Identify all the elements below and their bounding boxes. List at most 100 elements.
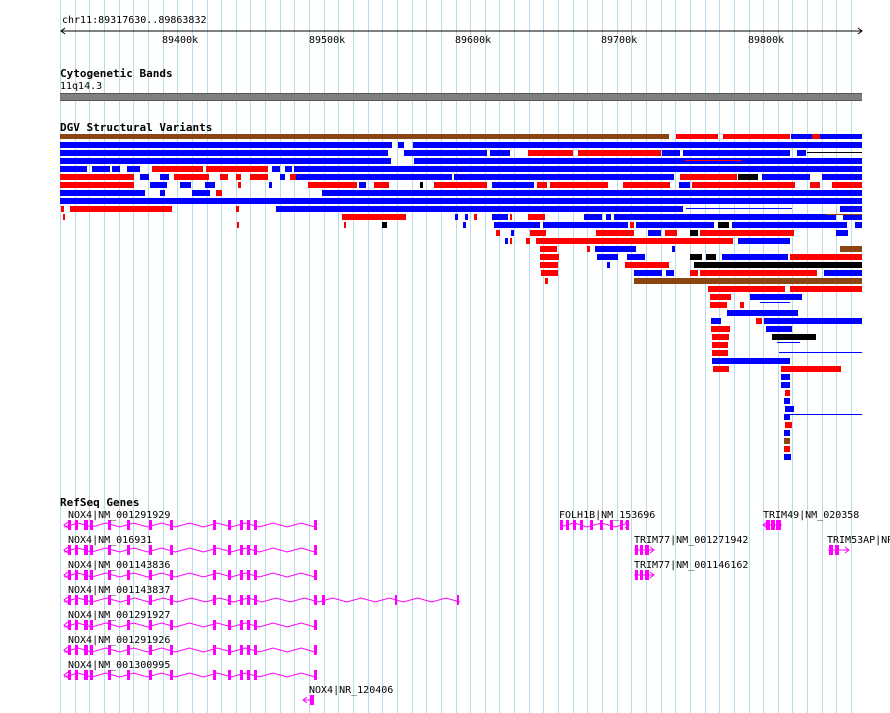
- gene-exon[interactable]: [829, 545, 833, 555]
- variant-feature[interactable]: [60, 134, 669, 139]
- variant-feature[interactable]: [614, 214, 836, 220]
- gene-exon[interactable]: [68, 545, 71, 555]
- variant-feature[interactable]: [140, 174, 149, 180]
- gene-exon[interactable]: [776, 520, 781, 530]
- variant-feature[interactable]: [112, 166, 120, 172]
- gene-exon[interactable]: [75, 545, 78, 555]
- gene-exon[interactable]: [247, 670, 250, 680]
- variant-feature[interactable]: [541, 270, 558, 276]
- gene-label[interactable]: TRIM49|NM_020358: [763, 510, 860, 521]
- gene-exon[interactable]: [90, 595, 93, 605]
- variant-feature[interactable]: [237, 222, 239, 228]
- gene-exon[interactable]: [170, 620, 173, 630]
- variant-feature[interactable]: [374, 182, 389, 188]
- variant-feature[interactable]: [764, 318, 862, 324]
- gene-label[interactable]: NOX4|NM_001143836: [68, 560, 171, 571]
- variant-feature[interactable]: [797, 150, 806, 156]
- gene-exon[interactable]: [314, 645, 317, 655]
- gene-exon[interactable]: [75, 670, 78, 680]
- variant-feature[interactable]: [285, 166, 292, 172]
- variant-feature[interactable]: [465, 214, 468, 220]
- gene-exon[interactable]: [600, 520, 603, 530]
- variant-feature[interactable]: [690, 270, 698, 276]
- gene-exon[interactable]: [68, 670, 71, 680]
- gene-exon[interactable]: [68, 570, 71, 580]
- variant-feature[interactable]: [706, 254, 716, 260]
- gene-label[interactable]: NOX4|NM_001291927: [68, 610, 171, 621]
- variant-feature[interactable]: [665, 230, 677, 236]
- variant-feature[interactable]: [666, 270, 674, 276]
- gene-exon[interactable]: [240, 620, 243, 630]
- variant-feature[interactable]: [740, 302, 744, 308]
- variant-feature[interactable]: [781, 366, 841, 372]
- gene-exon[interactable]: [314, 670, 317, 680]
- gene-exon[interactable]: [247, 520, 250, 530]
- variant-feature[interactable]: [708, 286, 785, 292]
- gene-exon[interactable]: [84, 670, 88, 680]
- variant-feature[interactable]: [625, 262, 669, 268]
- gene-label[interactable]: NOX4|NM_001291926: [68, 635, 171, 646]
- variant-feature[interactable]: [718, 222, 729, 228]
- variant-feature[interactable]: [692, 182, 795, 188]
- variant-feature[interactable]: [494, 222, 540, 228]
- variant-feature[interactable]: [404, 150, 487, 156]
- gene-exon[interactable]: [228, 545, 231, 555]
- gene-exon[interactable]: [127, 545, 130, 555]
- variant-feature[interactable]: [180, 182, 191, 188]
- variant-feature[interactable]: [596, 230, 634, 236]
- gene-exon[interactable]: [635, 570, 638, 580]
- gene-exon[interactable]: [108, 595, 111, 605]
- gene-exon[interactable]: [213, 545, 216, 555]
- gene-label[interactable]: TRIM53AP|NR_: [827, 535, 890, 546]
- gene-exon[interactable]: [75, 620, 78, 630]
- gene-exon[interactable]: [254, 545, 257, 555]
- gene-label[interactable]: NOX4|NM_001143837: [68, 585, 171, 596]
- variant-feature[interactable]: [606, 214, 611, 220]
- variant-feature[interactable]: [840, 246, 862, 252]
- gene-label[interactable]: NOX4|NM_016931: [68, 535, 153, 546]
- gene-exon[interactable]: [90, 645, 93, 655]
- variant-feature[interactable]: [290, 174, 297, 180]
- variant-feature[interactable]: [216, 190, 222, 196]
- variant-feature[interactable]: [280, 174, 285, 180]
- variant-feature[interactable]: [294, 166, 862, 172]
- gene-exon[interactable]: [322, 595, 325, 605]
- gene-exon[interactable]: [90, 520, 93, 530]
- gene-exon[interactable]: [213, 620, 216, 630]
- variant-feature[interactable]: [296, 174, 452, 180]
- variant-feature[interactable]: [160, 174, 169, 180]
- gene-exon[interactable]: [170, 645, 173, 655]
- variant-feature[interactable]: [308, 182, 357, 188]
- gene-exon[interactable]: [127, 520, 130, 530]
- variant-feature[interactable]: [540, 254, 559, 260]
- variant-feature[interactable]: [543, 222, 628, 228]
- gene-exon[interactable]: [240, 520, 243, 530]
- variant-feature[interactable]: [784, 430, 790, 436]
- variant-feature[interactable]: [463, 222, 466, 228]
- gene-exon[interactable]: [75, 645, 78, 655]
- gene-exon[interactable]: [247, 570, 250, 580]
- variant-feature[interactable]: [492, 214, 508, 220]
- gene-label[interactable]: NOX4|NM_001300995: [68, 660, 171, 671]
- variant-feature[interactable]: [238, 182, 241, 188]
- variant-feature[interactable]: [700, 230, 794, 236]
- variant-feature[interactable]: [536, 238, 733, 244]
- variant-feature[interactable]: [192, 190, 210, 196]
- gene-exon[interactable]: [240, 595, 243, 605]
- gene-exon[interactable]: [620, 520, 623, 530]
- variant-feature[interactable]: [92, 166, 110, 172]
- gene-exon[interactable]: [90, 620, 93, 630]
- gene-exon[interactable]: [566, 520, 569, 530]
- variant-feature[interactable]: [434, 182, 487, 188]
- gene-exon[interactable]: [254, 670, 257, 680]
- gene-exon[interactable]: [68, 520, 71, 530]
- gene-exon[interactable]: [90, 545, 93, 555]
- variant-feature[interactable]: [530, 230, 546, 236]
- gene-exon[interactable]: [149, 670, 152, 680]
- gene-exon[interactable]: [645, 545, 649, 555]
- gene-exon[interactable]: [240, 670, 243, 680]
- gene-exon[interactable]: [149, 595, 152, 605]
- gene-exon[interactable]: [84, 595, 88, 605]
- variant-feature[interactable]: [784, 446, 790, 452]
